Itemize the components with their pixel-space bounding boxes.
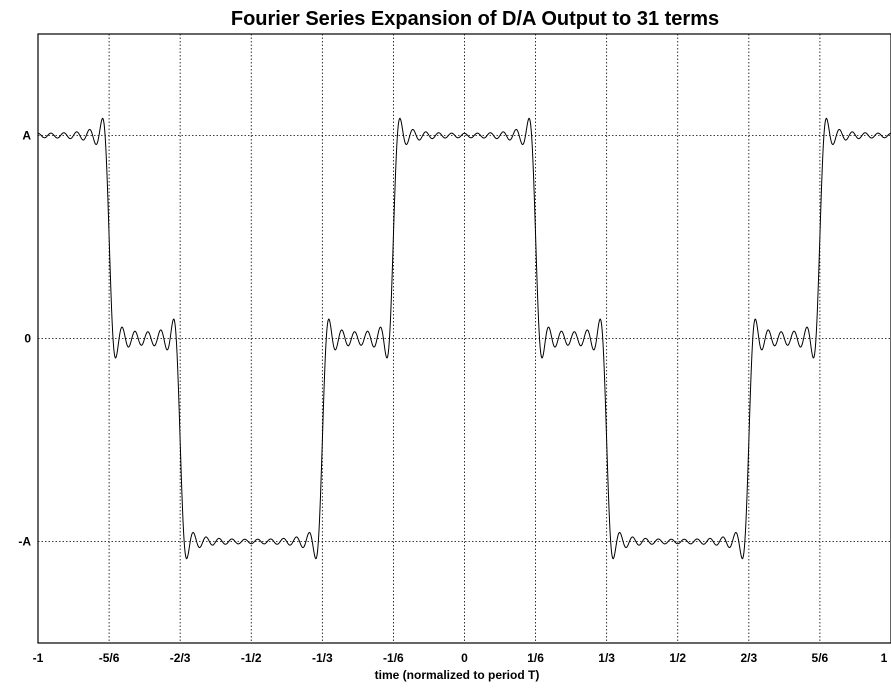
- y-tick-label: -A: [18, 535, 31, 549]
- x-tick-label: -5/6: [99, 651, 120, 665]
- vertical-gridlines: [108, 34, 821, 643]
- horizontal-gridlines: [38, 135, 891, 542]
- series-line: [37, 117, 891, 560]
- y-tick-label: A: [22, 129, 31, 143]
- x-tick-label: 0: [461, 651, 468, 665]
- x-tick-label: 5/6: [812, 651, 829, 665]
- x-tick-label: -1/6: [383, 651, 404, 665]
- x-axis-label: time (normalized to period T): [375, 668, 540, 682]
- y-tick-labels: -A 0 A: [18, 129, 31, 549]
- chart-title: Fourier Series Expansion of D/A Output t…: [231, 8, 719, 30]
- x-tick-label: 1/2: [669, 651, 686, 665]
- y-tick-label: 0: [24, 332, 31, 346]
- x-tick-label: -1/2: [241, 651, 262, 665]
- x-tick-label: 1/6: [527, 651, 544, 665]
- x-tick-label: 2/3: [741, 651, 758, 665]
- x-tick-label: -2/3: [170, 651, 191, 665]
- plot-frame: [37, 33, 891, 644]
- x-tick-labels: -1 -5/6 -2/3 -1/2 -1/3 -1/6 0 1/6 1/3 1/2 2/3 5/6 1: [33, 651, 888, 665]
- x-tick-label: -1: [33, 651, 44, 665]
- x-tick-label: -1/3: [312, 651, 333, 665]
- x-tick-label: 1: [881, 651, 888, 665]
- x-tick-label: 1/3: [598, 651, 615, 665]
